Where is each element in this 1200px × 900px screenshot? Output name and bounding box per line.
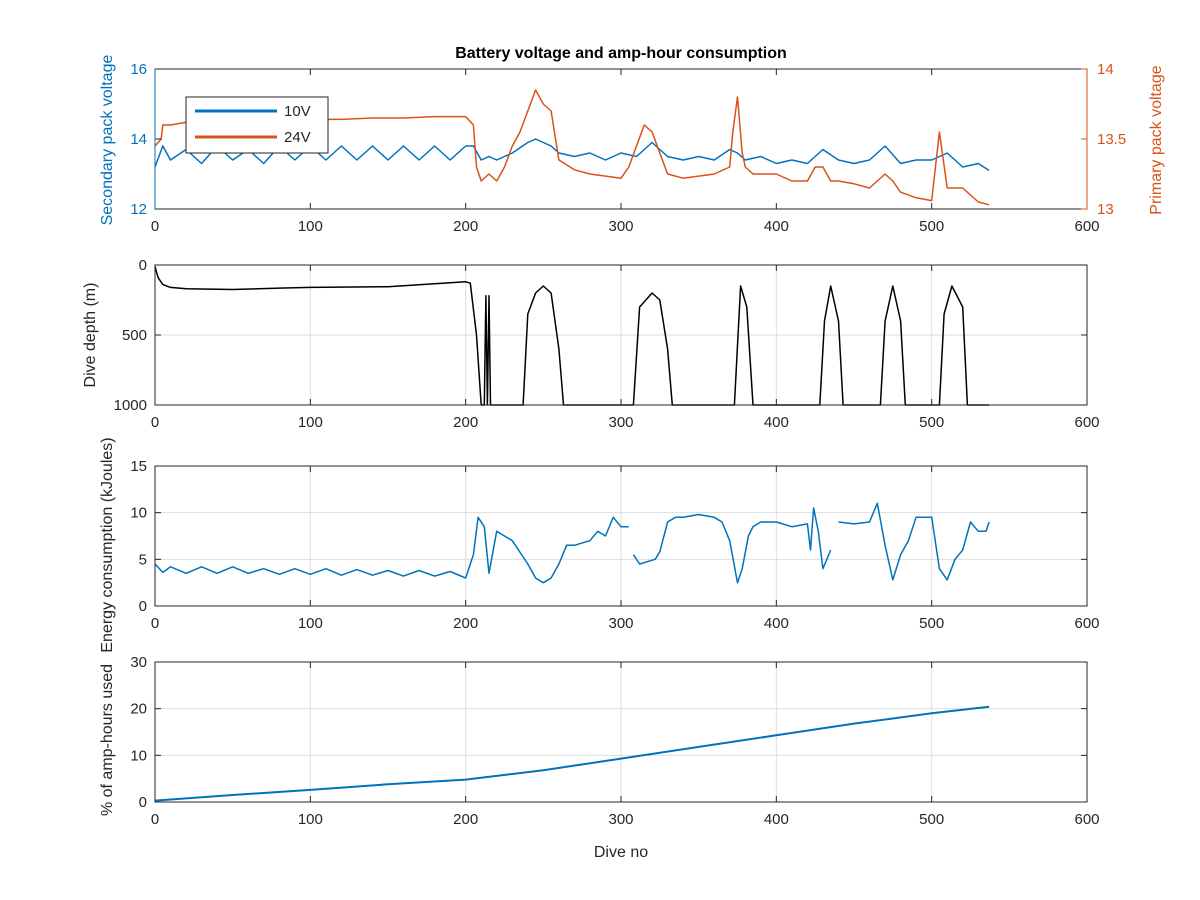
series-line-p2-s0-seg2: [838, 502, 990, 581]
x-tick-label: 300: [608, 811, 633, 828]
x-tick-label: 500: [919, 218, 944, 235]
y-axis-label-energy: Energy consumption (kJoules): [99, 437, 116, 652]
y-tick-label: 0: [139, 794, 147, 811]
series-line-10v: [154, 138, 990, 172]
x-tick-label: 200: [453, 414, 478, 431]
x-tick-label: 400: [764, 218, 789, 235]
x-tick-label: 200: [453, 811, 478, 828]
x-tick-label: 600: [1074, 811, 1099, 828]
x-tick-label: 300: [608, 615, 633, 632]
x-tick-label: 200: [453, 218, 478, 235]
series-line-p2-s0-seg0: [154, 516, 629, 584]
x-axis-label: Dive no: [594, 844, 648, 861]
y-axis-label-right: Primary pack voltage: [1148, 65, 1165, 214]
amphours-plot-area: 0 100 200 300 400 500 600 0 10 20 30: [130, 654, 1099, 828]
y-tick-label: 20: [130, 701, 147, 718]
x-tick-label: 100: [298, 414, 323, 431]
y-tick-label: 0: [139, 598, 147, 615]
energy-plot-area: 0 100 200 300 400 500 600 0 5 10 15: [130, 458, 1099, 632]
panel-voltage: 0 100 200 300 400 500 600 12 14 16 13 13.5 14 Batter…: [99, 45, 1165, 235]
voltage-plot-area: 0 100 200 300 400 500 600 12 14 16 13 13.5 14: [130, 61, 1126, 235]
depth-plot-area: 0 100 200 300 400 500 600 0 500 1000: [114, 257, 1100, 431]
x-tick-label: 500: [919, 414, 944, 431]
x-tick-label: 400: [764, 414, 789, 431]
chart-title: Battery voltage and amp-hour consumption: [455, 45, 787, 62]
x-tick-label: 0: [151, 218, 159, 235]
x-tick-label: 0: [151, 811, 159, 828]
x-tick-label: 400: [764, 615, 789, 632]
x-tick-label: 200: [453, 615, 478, 632]
series-line-p2-s0-seg1: [632, 507, 832, 584]
legend-label-24v: 24V: [284, 129, 311, 146]
x-tick-label: 0: [151, 414, 159, 431]
panel-amphours: 0 100 200 300 400 500 600 0 10 20 30 % of amp-hour…: [99, 654, 1100, 861]
x-tick-label: 600: [1074, 414, 1099, 431]
x-tick-label: 500: [919, 615, 944, 632]
y-axis-label-amphours: % of amp-hours used: [99, 664, 116, 816]
x-tick-label: 400: [764, 811, 789, 828]
legend-box: [185, 96, 329, 154]
y-tick-label: 15: [130, 458, 147, 475]
series-line-p3-s0: [154, 705, 990, 802]
y-tick-label: 30: [130, 654, 147, 671]
x-tick-label: 300: [608, 218, 633, 235]
y-tick-label: 10: [130, 747, 147, 764]
y-tick-label: 1000: [114, 397, 147, 414]
panel-energy: 0 100 200 300 400 500 600 0 5 10 15 Energy consump…: [99, 437, 1100, 652]
x-tick-label: 0: [151, 615, 159, 632]
y-tick-label-right: 13: [1097, 201, 1114, 218]
x-tick-label: 600: [1074, 218, 1099, 235]
y-axis-label-depth: Dive depth (m): [82, 283, 99, 388]
x-tick-label: 100: [298, 218, 323, 235]
x-tick-label: 500: [919, 811, 944, 828]
x-tick-label: 300: [608, 414, 633, 431]
y-tick-label: 14: [130, 131, 147, 148]
y-tick-label-right: 13.5: [1097, 131, 1126, 148]
y-tick-label: 0: [139, 257, 147, 274]
y-tick-label: 16: [130, 61, 147, 78]
x-tick-label: 100: [298, 811, 323, 828]
y-tick-label: 10: [130, 505, 147, 522]
panel-depth: 0 100 200 300 400 500 600 0 500 1000 Dive depth (…: [82, 257, 1100, 431]
y-tick-label: 5: [139, 551, 147, 568]
y-tick-label-right: 14: [1097, 61, 1114, 78]
series-line-24v: [154, 89, 990, 206]
x-tick-label: 600: [1074, 615, 1099, 632]
legend-label-10v: 10V: [284, 103, 311, 120]
x-tick-label: 100: [298, 615, 323, 632]
y-tick-label: 500: [122, 327, 147, 344]
y-axis-label-left: Secondary pack voltage: [99, 55, 116, 226]
y-tick-label: 12: [130, 201, 147, 218]
legend: 10V 24V: [185, 96, 329, 154]
